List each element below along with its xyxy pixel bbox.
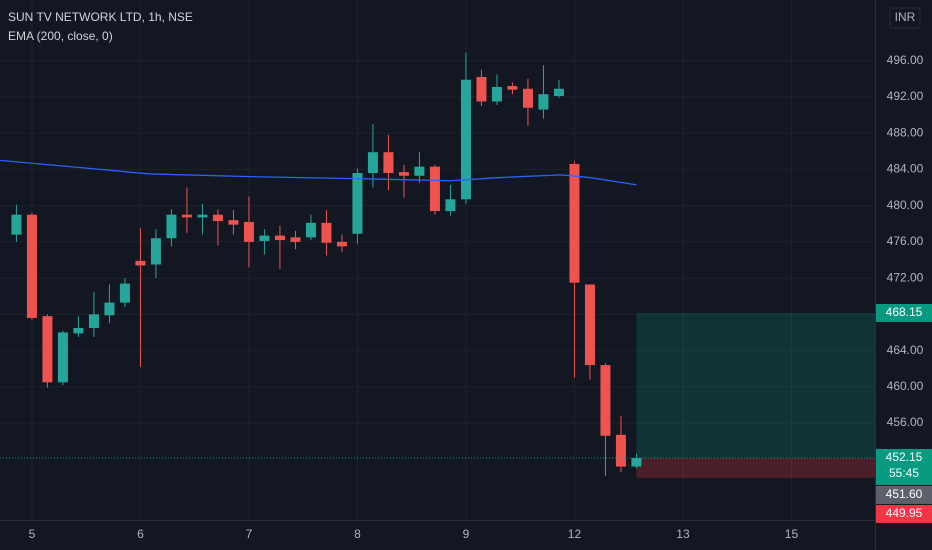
candle-body — [460, 79, 471, 200]
y-tick-label: 460.00 — [887, 379, 924, 393]
price-label: 452.15 — [886, 450, 923, 464]
candle-body — [73, 327, 84, 334]
candle-body — [553, 88, 564, 97]
candle-body — [569, 163, 580, 283]
price-label: 468.15 — [886, 305, 923, 319]
candle-body — [26, 214, 37, 318]
indicator-label: EMA (200, close, 0) — [8, 29, 113, 43]
candle-body — [398, 172, 409, 176]
candle-body — [290, 237, 301, 242]
candle-body — [150, 238, 161, 265]
y-tick-label: 456.00 — [887, 415, 924, 429]
candle-body — [584, 284, 595, 366]
candle-body — [507, 86, 518, 90]
y-tick-label: 484.00 — [887, 162, 924, 176]
candle-body — [197, 214, 208, 218]
y-tick-label: 488.00 — [887, 125, 924, 139]
countdown: 55:45 — [889, 466, 919, 480]
y-tick-label: 492.00 — [887, 89, 924, 103]
candle-body — [476, 77, 487, 102]
x-tick-label: 7 — [246, 527, 253, 541]
candle-body — [228, 220, 239, 225]
currency-box[interactable] — [889, 7, 921, 29]
y-tick-label: 480.00 — [887, 198, 924, 212]
candle-body — [181, 214, 192, 218]
candle-body — [538, 94, 549, 110]
x-tick-label: 12 — [568, 527, 582, 541]
x-tick-label: 5 — [29, 527, 36, 541]
candle-body — [429, 166, 440, 212]
x-tick-label: 6 — [137, 527, 144, 541]
candle-body — [104, 302, 115, 316]
candle-body — [243, 221, 254, 242]
candle-body — [166, 214, 177, 239]
target-zone — [636, 312, 875, 458]
price-label-box — [876, 485, 932, 504]
x-tick-label: 8 — [354, 527, 361, 541]
candle-body — [11, 214, 22, 235]
candle-body — [42, 316, 53, 383]
candle-body — [367, 152, 378, 174]
ema-line — [0, 159, 637, 186]
candle-body — [212, 214, 223, 222]
currency[interactable]: INR — [895, 10, 916, 24]
stop-zone — [636, 457, 875, 478]
candle-body — [445, 199, 456, 212]
price-label-box — [876, 448, 932, 485]
x-tick-label: 9 — [463, 527, 470, 541]
y-tick-label: 472.00 — [887, 270, 924, 284]
candle-body — [259, 235, 270, 241]
x-tick-label: 13 — [676, 527, 690, 541]
candle-body — [491, 86, 502, 102]
x-tick-label: 15 — [785, 527, 799, 541]
price-label-box — [876, 504, 932, 523]
candle-body — [352, 173, 363, 234]
price-label: 449.95 — [886, 506, 923, 520]
y-tick-label: 496.00 — [887, 53, 924, 67]
chart-title: SUN TV NETWORK LTD, 1h, NSE — [8, 10, 193, 24]
candle-body — [135, 260, 146, 266]
candle-body — [305, 222, 316, 238]
y-tick-label: 476.00 — [887, 234, 924, 248]
price-label-box — [876, 303, 932, 322]
candle-body — [615, 434, 626, 467]
candle-body — [631, 457, 642, 467]
candle-body — [57, 332, 68, 383]
candle-body — [414, 166, 425, 176]
candle-body — [88, 314, 99, 328]
candle-body — [522, 88, 533, 108]
candle-body — [383, 152, 394, 174]
candle-body — [119, 283, 130, 303]
y-tick-label: 464.00 — [887, 343, 924, 357]
price-label: 451.60 — [886, 487, 923, 501]
candle-body — [274, 235, 285, 241]
candle-body — [321, 222, 332, 243]
candle-body — [600, 365, 611, 436]
candle-body — [336, 241, 347, 247]
